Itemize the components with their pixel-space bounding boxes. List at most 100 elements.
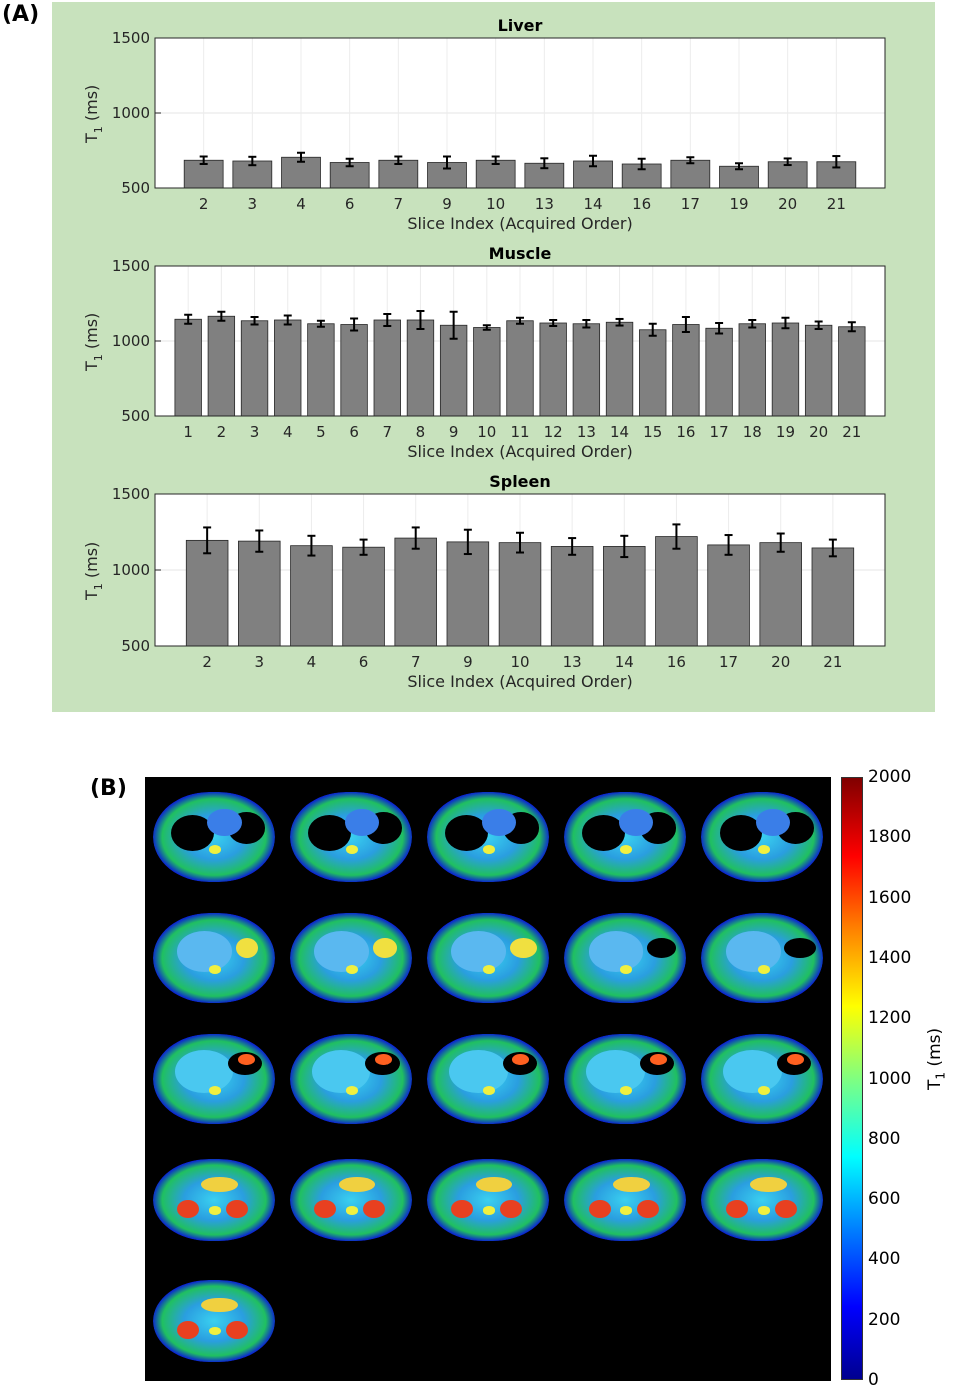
liver-xtick-21: 21	[827, 195, 846, 213]
mri-organ	[170, 814, 214, 851]
mri-organ	[176, 931, 232, 972]
muscle-bar-3	[240, 320, 269, 417]
mri-organ	[235, 938, 258, 959]
mri-organ	[208, 1086, 221, 1096]
liver-xtick-16: 16	[632, 195, 651, 213]
mri-organ	[208, 1327, 221, 1336]
mri-organ	[208, 1206, 221, 1215]
muscle-bar-2	[207, 315, 236, 417]
spleen-ytick-1500: 1500	[112, 485, 150, 503]
mri-organ	[750, 1176, 787, 1192]
mri-organ	[308, 814, 351, 851]
mri-organ	[314, 1199, 337, 1218]
muscle-bar-9	[439, 324, 468, 417]
mri-organ	[719, 814, 763, 851]
spleen-xtick-4: 4	[307, 653, 317, 671]
spleen-xtick-14: 14	[615, 653, 634, 671]
spleen-xtick-17: 17	[719, 653, 738, 671]
colorbar-label-main: T	[925, 1079, 945, 1090]
mri-slice	[701, 792, 824, 883]
liver-xtick-7: 7	[394, 195, 404, 213]
colorbar-tick-800: 800	[868, 1128, 901, 1149]
mri-organ	[509, 938, 537, 959]
colorbar-label: T1 (ms)	[925, 1028, 947, 1090]
liver-ytick-1500: 1500	[112, 29, 150, 47]
mri-organ	[338, 1176, 376, 1192]
liver-xtick-17: 17	[681, 195, 700, 213]
colorbar-tick-0: 0	[868, 1370, 879, 1390]
mri-organ	[448, 1050, 508, 1094]
liver-xtick-4: 4	[296, 195, 306, 213]
spleen-xtick-7: 7	[411, 653, 421, 671]
muscle-ytick-1000: 1000	[112, 332, 150, 350]
muscle-xtick-12: 12	[544, 423, 563, 441]
spleen-xtick-21: 21	[823, 653, 842, 671]
spleen-bar-17	[707, 544, 750, 647]
mri-slice	[152, 1158, 275, 1241]
mri-organ	[225, 1199, 248, 1218]
muscle-xtick-17: 17	[710, 423, 729, 441]
mri-organ	[362, 1199, 385, 1218]
spleen-bar-2	[185, 539, 229, 647]
mri-slice	[289, 792, 412, 883]
mri-organ	[512, 1053, 530, 1065]
mri-slice-montage	[145, 777, 831, 1381]
muscle-bar-4	[274, 319, 302, 417]
spleen-xlabel: Slice Index (Acquired Order)	[407, 672, 632, 691]
mri-slice	[289, 1034, 412, 1124]
muscle-bar-6	[340, 324, 368, 417]
liver-bar-7	[378, 159, 419, 189]
mri-organ	[345, 1206, 359, 1215]
muscle-bar-12	[539, 322, 567, 417]
spleen-xtick-6: 6	[359, 653, 369, 671]
spleen-xtick-3: 3	[255, 653, 265, 671]
mri-organ	[483, 965, 496, 975]
spleen-bar-4	[290, 545, 333, 647]
spleen-xtick-16: 16	[667, 653, 686, 671]
muscle-ylabel: T1 (ms)	[82, 313, 105, 372]
muscle-xtick-13: 13	[577, 423, 596, 441]
liver-xlabel: Slice Index (Acquired Order)	[407, 214, 632, 233]
muscle-xtick-8: 8	[416, 423, 426, 441]
liver-ylabel: T1 (ms)	[82, 85, 105, 144]
muscle-ytick-500: 500	[121, 407, 150, 425]
muscle-xtick-2: 2	[217, 423, 227, 441]
mri-organ	[586, 1050, 645, 1094]
mri-organ	[372, 938, 398, 959]
colorbar-tick-2000: 2000	[868, 767, 912, 787]
mri-organ	[620, 1086, 633, 1096]
colorbar-tick-1200: 1200	[868, 1008, 912, 1029]
colorbar-tick-200: 200	[868, 1309, 901, 1330]
mri-organ	[725, 1199, 748, 1218]
spleen-bar-6	[342, 546, 385, 647]
colorbar-label-sub: 1	[933, 1071, 948, 1080]
mri-organ	[314, 931, 370, 972]
mri-slice	[427, 913, 549, 1004]
colorbar-tick-1400: 1400	[868, 947, 912, 968]
mri-organ	[208, 965, 221, 975]
mri-organ	[237, 1053, 256, 1065]
spleen-bar-20	[759, 542, 802, 647]
mri-organ	[345, 1086, 359, 1096]
mri-organ	[620, 1206, 633, 1215]
muscle-bar-21	[838, 326, 866, 417]
muscle-bar-1	[174, 318, 202, 417]
mri-organ	[588, 931, 644, 972]
mri-slice	[701, 1034, 824, 1124]
mri-slice	[289, 913, 412, 1004]
liver-xtick-2: 2	[199, 195, 209, 213]
colorbar	[841, 777, 863, 1380]
colorbar-tick-1600: 1600	[868, 887, 912, 908]
muscle-bar-13	[572, 323, 601, 417]
muscle-xtick-21: 21	[842, 423, 861, 441]
muscle-xtick-5: 5	[316, 423, 326, 441]
bar-charts: 2 3 4 6 7 9 10 13 14 16 17 19 20 2150010001500LiverSl…	[82, 16, 886, 691]
mri-organ	[620, 965, 633, 975]
muscle-bar-14	[605, 321, 634, 417]
spleen-bar-9	[446, 541, 490, 647]
liver-xtick-14: 14	[583, 195, 602, 213]
liver-xtick-10: 10	[486, 195, 505, 213]
mri-slice	[152, 1034, 275, 1124]
liver-xtick-9: 9	[442, 195, 452, 213]
mri-organ	[174, 1050, 234, 1094]
